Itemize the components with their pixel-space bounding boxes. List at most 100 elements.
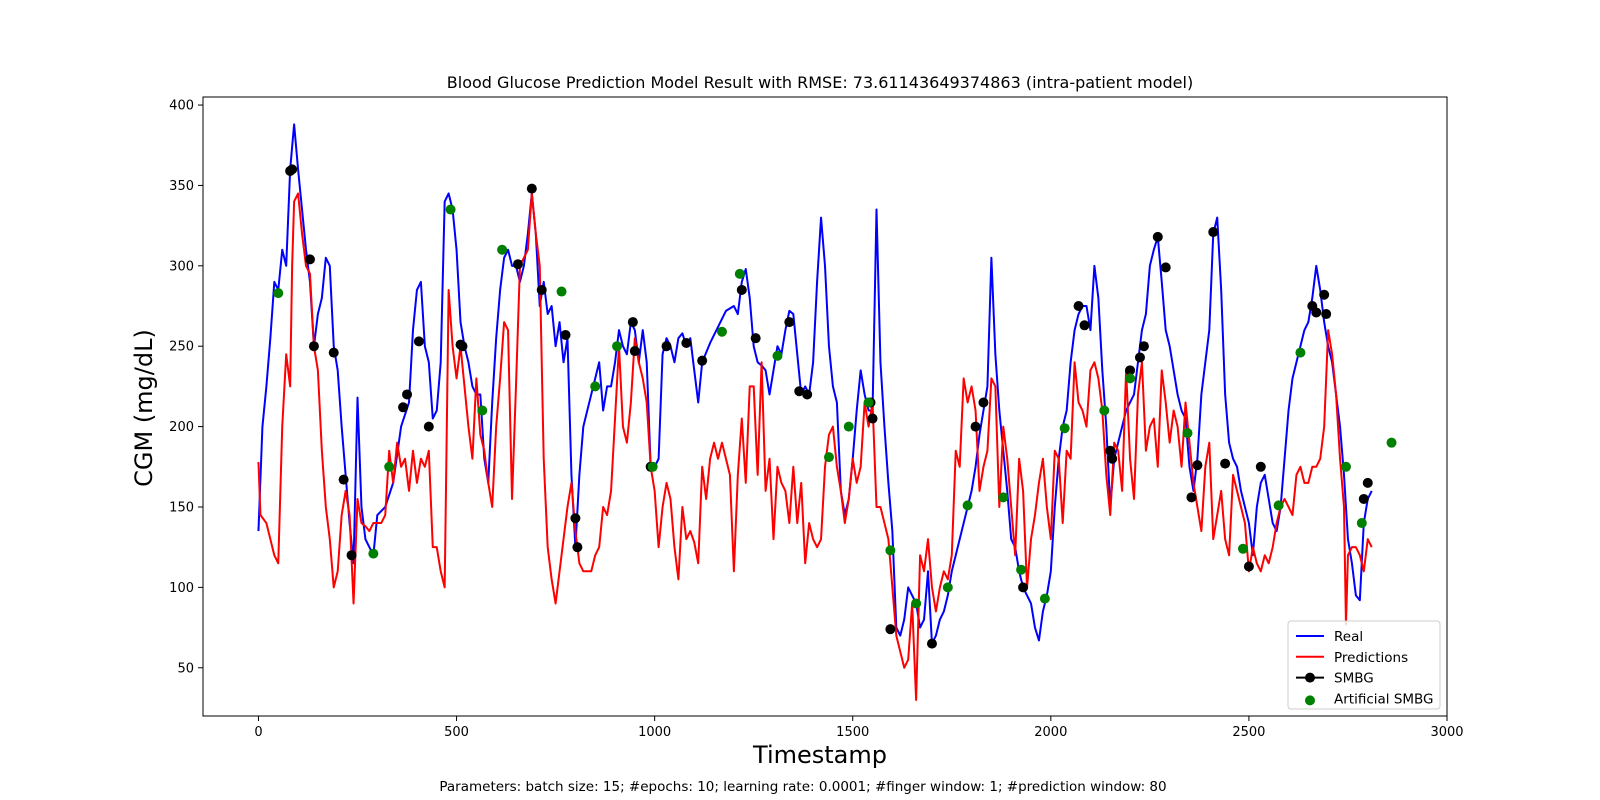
data-point-smbg bbox=[338, 474, 349, 485]
legend-label-real: Real bbox=[1334, 629, 1363, 645]
y-tick-label: 350 bbox=[169, 179, 194, 194]
data-point-artificial-smbg bbox=[1059, 423, 1070, 434]
data-point-smbg bbox=[560, 329, 571, 340]
y-tick-label: 200 bbox=[169, 420, 194, 435]
y-tick-label: 300 bbox=[169, 259, 194, 274]
data-point-smbg bbox=[1125, 365, 1136, 376]
data-point-smbg bbox=[794, 386, 805, 397]
data-point-smbg bbox=[1220, 458, 1231, 469]
data-point-artificial-smbg bbox=[612, 341, 623, 352]
data-point-smbg bbox=[784, 317, 795, 328]
data-point-smbg bbox=[1319, 289, 1330, 300]
chart-title: Blood Glucose Prediction Model Result wi… bbox=[447, 73, 1193, 92]
data-point-smbg bbox=[1105, 445, 1116, 456]
y-tick-label: 150 bbox=[169, 500, 194, 515]
data-point-artificial-smbg bbox=[1237, 543, 1248, 554]
data-point-artificial-smbg bbox=[273, 288, 284, 299]
plot-area bbox=[257, 123, 1397, 701]
data-point-smbg bbox=[1321, 309, 1332, 320]
data-point-smbg bbox=[570, 513, 581, 524]
x-tick-label: 2500 bbox=[1232, 725, 1265, 740]
data-point-smbg bbox=[750, 333, 761, 344]
data-point-smbg bbox=[1362, 477, 1373, 488]
data-point-smbg bbox=[627, 317, 638, 328]
plot-series bbox=[257, 123, 1397, 701]
data-point-smbg bbox=[681, 337, 692, 348]
data-point-smbg bbox=[328, 347, 339, 358]
data-point-artificial-smbg bbox=[843, 421, 854, 432]
data-point-smbg bbox=[926, 638, 937, 649]
data-point-smbg bbox=[1134, 352, 1145, 363]
data-point-smbg bbox=[402, 389, 413, 400]
data-point-artificial-smbg bbox=[1016, 564, 1027, 575]
data-point-artificial-smbg bbox=[998, 492, 1009, 503]
data-point-artificial-smbg bbox=[863, 397, 874, 408]
data-point-artificial-smbg bbox=[590, 381, 601, 392]
data-point-smbg bbox=[1152, 231, 1163, 242]
data-point-artificial-smbg bbox=[1182, 428, 1193, 439]
data-point-artificial-smbg bbox=[1125, 373, 1136, 384]
data-point-smbg bbox=[867, 413, 878, 424]
data-point-smbg bbox=[512, 259, 523, 270]
data-point-smbg bbox=[1107, 453, 1118, 464]
data-point-smbg bbox=[1243, 561, 1254, 572]
data-point-artificial-smbg bbox=[368, 548, 379, 559]
data-point-artificial-smbg bbox=[477, 405, 488, 416]
data-point-smbg bbox=[457, 341, 468, 352]
data-point-artificial-smbg bbox=[1295, 347, 1306, 358]
data-point-artificial-smbg bbox=[734, 268, 745, 279]
data-point-smbg bbox=[423, 421, 434, 432]
x-tick-label: 2000 bbox=[1034, 725, 1067, 740]
data-point-smbg bbox=[697, 355, 708, 366]
plot-frame bbox=[202, 96, 1448, 717]
legend-swatch-smbg bbox=[1305, 672, 1315, 683]
data-point-smbg bbox=[526, 183, 537, 194]
data-point-smbg bbox=[661, 341, 672, 352]
data-point-smbg bbox=[1079, 320, 1090, 331]
data-point-smbg bbox=[308, 341, 319, 352]
data-point-smbg bbox=[1018, 582, 1029, 593]
parameters-footer: Parameters: batch size: 15; #epochs: 10;… bbox=[439, 779, 1166, 795]
data-point-smbg bbox=[346, 550, 357, 561]
data-point-smbg bbox=[1208, 227, 1219, 238]
data-point-smbg bbox=[970, 421, 981, 432]
y-tick-label: 100 bbox=[169, 581, 194, 596]
data-point-smbg bbox=[1311, 307, 1322, 318]
data-point-smbg bbox=[572, 542, 583, 553]
y-tick-label: 50 bbox=[177, 661, 194, 676]
data-point-artificial-smbg bbox=[1099, 405, 1110, 416]
series-line-real bbox=[257, 123, 1373, 645]
data-point-artificial-smbg bbox=[384, 461, 395, 472]
data-point-smbg bbox=[885, 624, 896, 635]
data-point-artificial-smbg bbox=[1039, 593, 1050, 604]
data-point-artificial-smbg bbox=[647, 461, 658, 472]
data-point-smbg bbox=[1192, 460, 1203, 471]
data-point-artificial-smbg bbox=[772, 350, 783, 361]
data-point-smbg bbox=[1160, 262, 1171, 273]
y-axis-label: CGM (mg/dL) bbox=[130, 329, 158, 487]
x-tick-label: 1500 bbox=[836, 725, 869, 740]
data-point-smbg bbox=[536, 284, 547, 295]
data-point-smbg bbox=[802, 389, 813, 400]
data-point-artificial-smbg bbox=[1386, 437, 1397, 448]
data-point-artificial-smbg bbox=[962, 500, 973, 511]
data-point-artificial-smbg bbox=[1356, 518, 1367, 529]
data-point-smbg bbox=[413, 336, 424, 347]
data-point-artificial-smbg bbox=[823, 452, 834, 463]
legend: Real Predictions SMBG Artificial SMBG bbox=[1287, 620, 1441, 710]
legend-label-predictions: Predictions bbox=[1334, 650, 1408, 666]
data-point-artificial-smbg bbox=[445, 204, 456, 215]
data-point-smbg bbox=[736, 284, 747, 295]
data-point-smbg bbox=[978, 397, 989, 408]
legend-swatch-artificial-smbg bbox=[1305, 695, 1315, 706]
data-point-smbg bbox=[1255, 461, 1266, 472]
data-point-artificial-smbg bbox=[716, 326, 727, 337]
x-tick-label: 1000 bbox=[638, 725, 671, 740]
data-point-artificial-smbg bbox=[942, 582, 953, 593]
y-tick-label: 400 bbox=[169, 99, 194, 114]
data-point-smbg bbox=[398, 402, 409, 413]
data-point-smbg bbox=[1073, 301, 1084, 312]
data-point-smbg bbox=[287, 164, 298, 175]
x-tick-label: 500 bbox=[444, 725, 469, 740]
